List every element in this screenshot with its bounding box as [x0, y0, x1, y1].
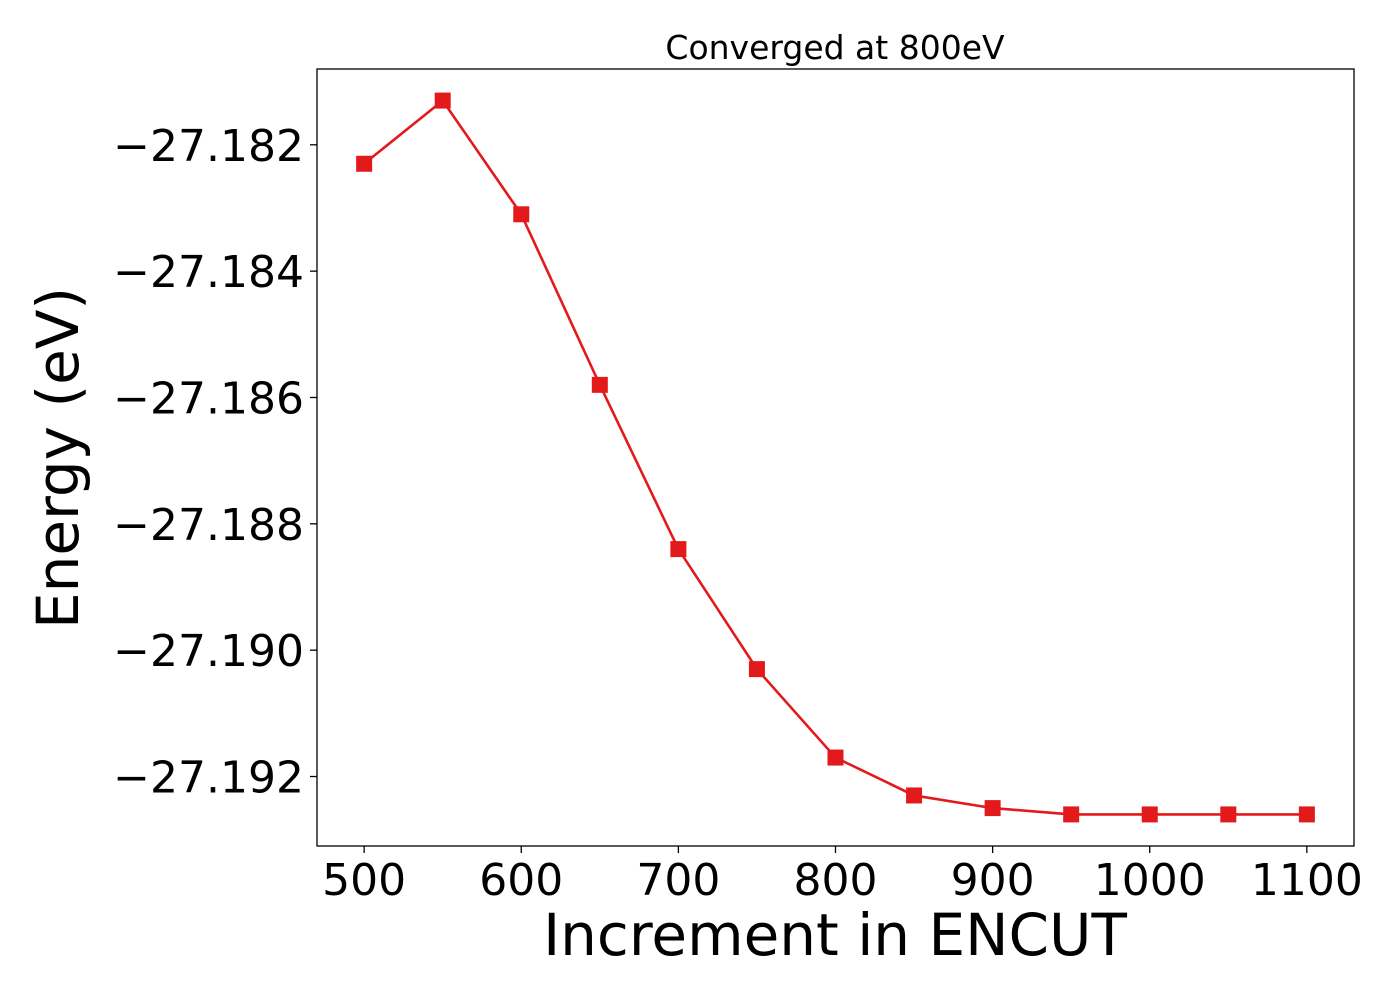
chart-title: Converged at 800eV — [665, 28, 1005, 67]
data-point-marker — [1220, 806, 1237, 823]
y-tick-label: −27.192 — [113, 753, 304, 804]
x-tick-label: 900 — [951, 855, 1035, 906]
y-tick-label: −27.184 — [113, 247, 304, 298]
y-tick-label: −27.190 — [113, 626, 304, 677]
series-line — [363, 99, 1307, 816]
data-point-marker — [1298, 806, 1315, 823]
plot-area: 500 600 700 800 900 1000 1100 −27.182 −27.184 −27… — [113, 68, 1363, 906]
x-tick-label: 800 — [794, 855, 878, 906]
data-point-marker — [827, 749, 844, 766]
data-point-marker — [906, 787, 923, 804]
data-point-marker — [984, 800, 1001, 817]
x-tick-label: 1100 — [1251, 855, 1363, 906]
x-axis-title: Increment in ENCUT — [543, 901, 1127, 969]
data-point-marker — [748, 661, 765, 678]
y-tick-label: −27.182 — [113, 121, 304, 172]
plot-frame — [316, 68, 1355, 847]
data-point-marker — [513, 206, 530, 223]
x-tick-label: 1000 — [1094, 855, 1206, 906]
x-tick-label: 500 — [322, 855, 406, 906]
data-point-marker — [591, 376, 608, 393]
data-point-marker — [356, 155, 373, 172]
x-tick-label: 600 — [479, 855, 563, 906]
y-tick-label: −27.186 — [113, 373, 304, 424]
y-axis-title: Energy (eV) — [24, 287, 92, 629]
data-point-marker — [670, 541, 687, 558]
x-tick-label: 700 — [636, 855, 720, 906]
y-tick-label: −27.188 — [113, 500, 304, 551]
data-point-marker — [434, 92, 451, 109]
data-point-marker — [1063, 806, 1080, 823]
data-point-marker — [1141, 806, 1158, 823]
